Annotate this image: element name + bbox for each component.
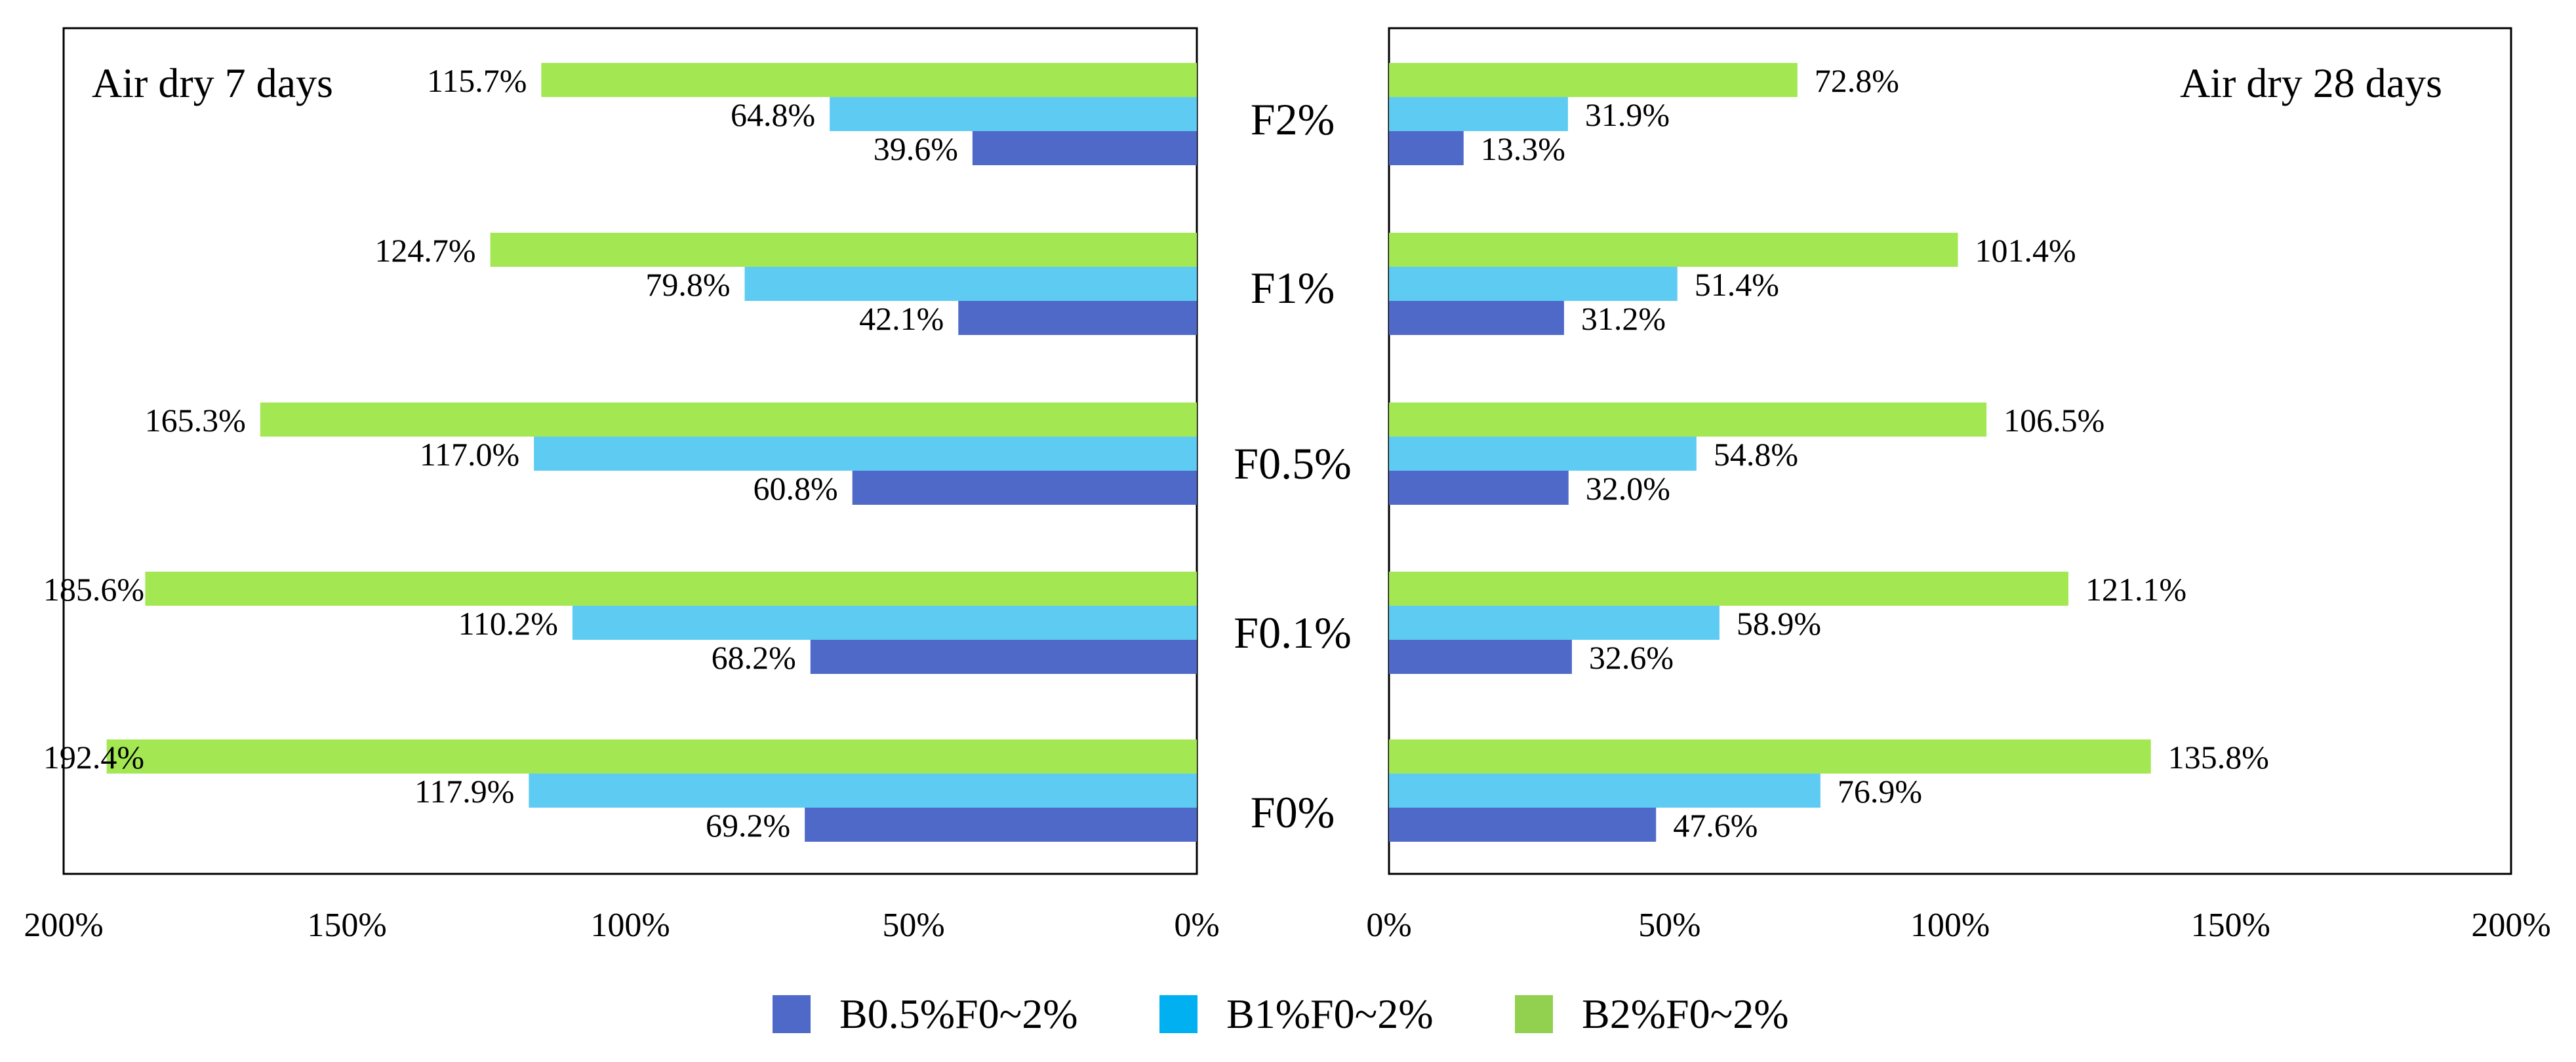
data-label-right-F0%-series0: 47.6% xyxy=(1673,807,1758,844)
data-label-left-F1%-series0: 42.1% xyxy=(859,300,944,337)
right-bars: 72.8% 31.9% 13.3% 101.4% 51.4% 31.2% 106.5% 54.… xyxy=(1389,62,2269,844)
right-panel-title: Air dry 28 days xyxy=(2180,60,2442,106)
data-label-right-F0.5%-series1: 54.8% xyxy=(1714,436,1798,473)
data-label-left-F2%-series0: 39.6% xyxy=(874,130,958,167)
x-tick-label-right-100: 100% xyxy=(1910,907,1990,944)
data-label-right-F0.1%-series0: 32.6% xyxy=(1589,639,1674,676)
x-tick-label-right-50: 50% xyxy=(1638,907,1701,944)
bar-left-F1%-series1 xyxy=(744,267,1197,301)
data-label-right-F0%-series2: 135.8% xyxy=(2168,739,2269,776)
bar-left-F0%-series2 xyxy=(106,739,1197,774)
data-label-right-F2%-series2: 72.8% xyxy=(1815,62,1899,99)
legend-swatch-series0 xyxy=(773,995,811,1033)
bar-right-F0.5%-series0 xyxy=(1389,471,1569,505)
data-label-left-F1%-series2: 124.7% xyxy=(374,232,475,269)
bar-right-F0.1%-series1 xyxy=(1389,606,1720,640)
data-label-left-F1%-series1: 79.8% xyxy=(645,266,730,303)
data-label-left-F0.1%-series2: 185.6% xyxy=(43,571,144,608)
bar-left-F0%-series1 xyxy=(529,774,1197,808)
left-panel-title: Air dry 7 days xyxy=(92,60,333,106)
x-tick-label-left-100: 100% xyxy=(590,907,670,944)
data-label-right-F1%-series0: 31.2% xyxy=(1581,300,1666,337)
left-bars: 115.7% 64.8% 39.6% 124.7% 79.8% 42.1% 165.3% 11… xyxy=(43,62,1197,844)
data-label-right-F0.5%-series0: 32.0% xyxy=(1586,470,1670,507)
legend-label-series0: B0.5%F0~2% xyxy=(839,991,1078,1037)
category-label-F0.5%: F0.5% xyxy=(1234,439,1351,488)
bar-right-F1%-series1 xyxy=(1389,267,1678,301)
legend-swatch-series1 xyxy=(1159,995,1197,1033)
data-label-right-F1%-series1: 51.4% xyxy=(1695,266,1779,303)
bar-left-F2%-series1 xyxy=(830,97,1197,131)
data-label-left-F0.5%-series1: 117.0% xyxy=(420,436,519,473)
data-label-left-F2%-series1: 64.8% xyxy=(731,96,815,133)
bar-left-F1%-series0 xyxy=(958,301,1197,335)
x-tick-label-left-150: 150% xyxy=(307,907,386,944)
bar-left-F0.1%-series0 xyxy=(810,640,1197,674)
legend: B0.5%F0~2% B1%F0~2% B2%F0~2% xyxy=(773,991,1789,1037)
right-panel: Air dry 28 days 72.8% 31.9% 13.3% 101.4% 51.… xyxy=(1366,27,2551,944)
category-label-F2%: F2% xyxy=(1251,94,1335,144)
data-label-left-F2%-series2: 115.7% xyxy=(427,62,527,99)
data-label-right-F0.1%-series1: 58.9% xyxy=(1737,605,1821,642)
right-x-axis: 0% 50% 100% 150% 200% xyxy=(1366,907,2550,944)
category-label-F0.1%: F0.1% xyxy=(1234,608,1351,658)
bar-right-F0%-series1 xyxy=(1389,774,1821,808)
data-label-left-F0.5%-series2: 165.3% xyxy=(145,402,246,439)
data-label-right-F1%-series2: 101.4% xyxy=(1975,232,2076,269)
x-tick-label-right-150: 150% xyxy=(2191,907,2270,944)
bar-left-F0.5%-series1 xyxy=(534,437,1197,471)
bar-left-F0.1%-series1 xyxy=(572,606,1197,640)
left-x-axis: 0% 50% 100% 150% 200% xyxy=(24,907,1219,944)
bar-right-F0%-series2 xyxy=(1389,739,2151,774)
legend-label-series2: B2%F0~2% xyxy=(1582,991,1789,1037)
legend-swatch-series2 xyxy=(1515,995,1553,1033)
data-label-right-F2%-series1: 31.9% xyxy=(1585,96,1670,133)
category-label-F1%: F1% xyxy=(1251,263,1335,313)
x-tick-label-left-50: 50% xyxy=(882,907,944,944)
data-label-right-F0.5%-series2: 106.5% xyxy=(2003,402,2104,439)
bar-right-F2%-series0 xyxy=(1389,131,1464,165)
bar-right-F2%-series2 xyxy=(1389,63,1798,97)
bar-right-F0.1%-series0 xyxy=(1389,640,1572,674)
bar-left-F1%-series2 xyxy=(490,233,1197,267)
data-label-left-F0.1%-series0: 68.2% xyxy=(712,639,796,676)
bar-left-F0.5%-series2 xyxy=(260,403,1197,437)
category-labels: F2% F1% F0.5% F0.1% F0% xyxy=(1234,94,1351,837)
bar-right-F2%-series1 xyxy=(1389,97,1568,131)
data-label-right-F2%-series0: 13.3% xyxy=(1481,130,1565,167)
data-label-left-F0%-series1: 117.9% xyxy=(414,773,514,810)
data-label-left-F0.5%-series0: 60.8% xyxy=(754,470,838,507)
x-tick-label-right-0: 0% xyxy=(1366,907,1411,944)
x-tick-label-right-200: 200% xyxy=(2471,907,2550,944)
legend-label-series1: B1%F0~2% xyxy=(1226,991,1434,1037)
data-label-left-F0%-series0: 69.2% xyxy=(706,807,790,844)
bar-right-F1%-series2 xyxy=(1389,233,1958,267)
bar-right-F0.5%-series2 xyxy=(1389,403,1987,437)
category-label-F0%: F0% xyxy=(1251,787,1335,837)
x-tick-label-left-0: 0% xyxy=(1174,907,1219,944)
bar-left-F0.5%-series0 xyxy=(852,471,1197,505)
data-label-right-F0.1%-series2: 121.1% xyxy=(2085,571,2186,608)
data-label-right-F0%-series1: 76.9% xyxy=(1838,773,1922,810)
bar-left-F2%-series2 xyxy=(541,63,1197,97)
bar-right-F0.1%-series2 xyxy=(1389,572,2069,606)
data-label-left-F0.1%-series1: 110.2% xyxy=(458,605,558,642)
bar-left-F0.1%-series2 xyxy=(145,572,1197,606)
bar-right-F0.5%-series1 xyxy=(1389,437,1697,471)
data-label-left-F0%-series2: 192.4% xyxy=(43,739,144,776)
bar-left-F0%-series0 xyxy=(805,808,1197,842)
bar-right-F0%-series0 xyxy=(1389,808,1657,842)
left-panel: Air dry 7 days 115.7% 64.8% 39.6% 124.7% 79.… xyxy=(24,27,1220,944)
x-tick-label-left-200: 200% xyxy=(24,907,103,944)
bar-left-F2%-series0 xyxy=(972,131,1197,165)
bar-right-F1%-series0 xyxy=(1389,301,1564,335)
